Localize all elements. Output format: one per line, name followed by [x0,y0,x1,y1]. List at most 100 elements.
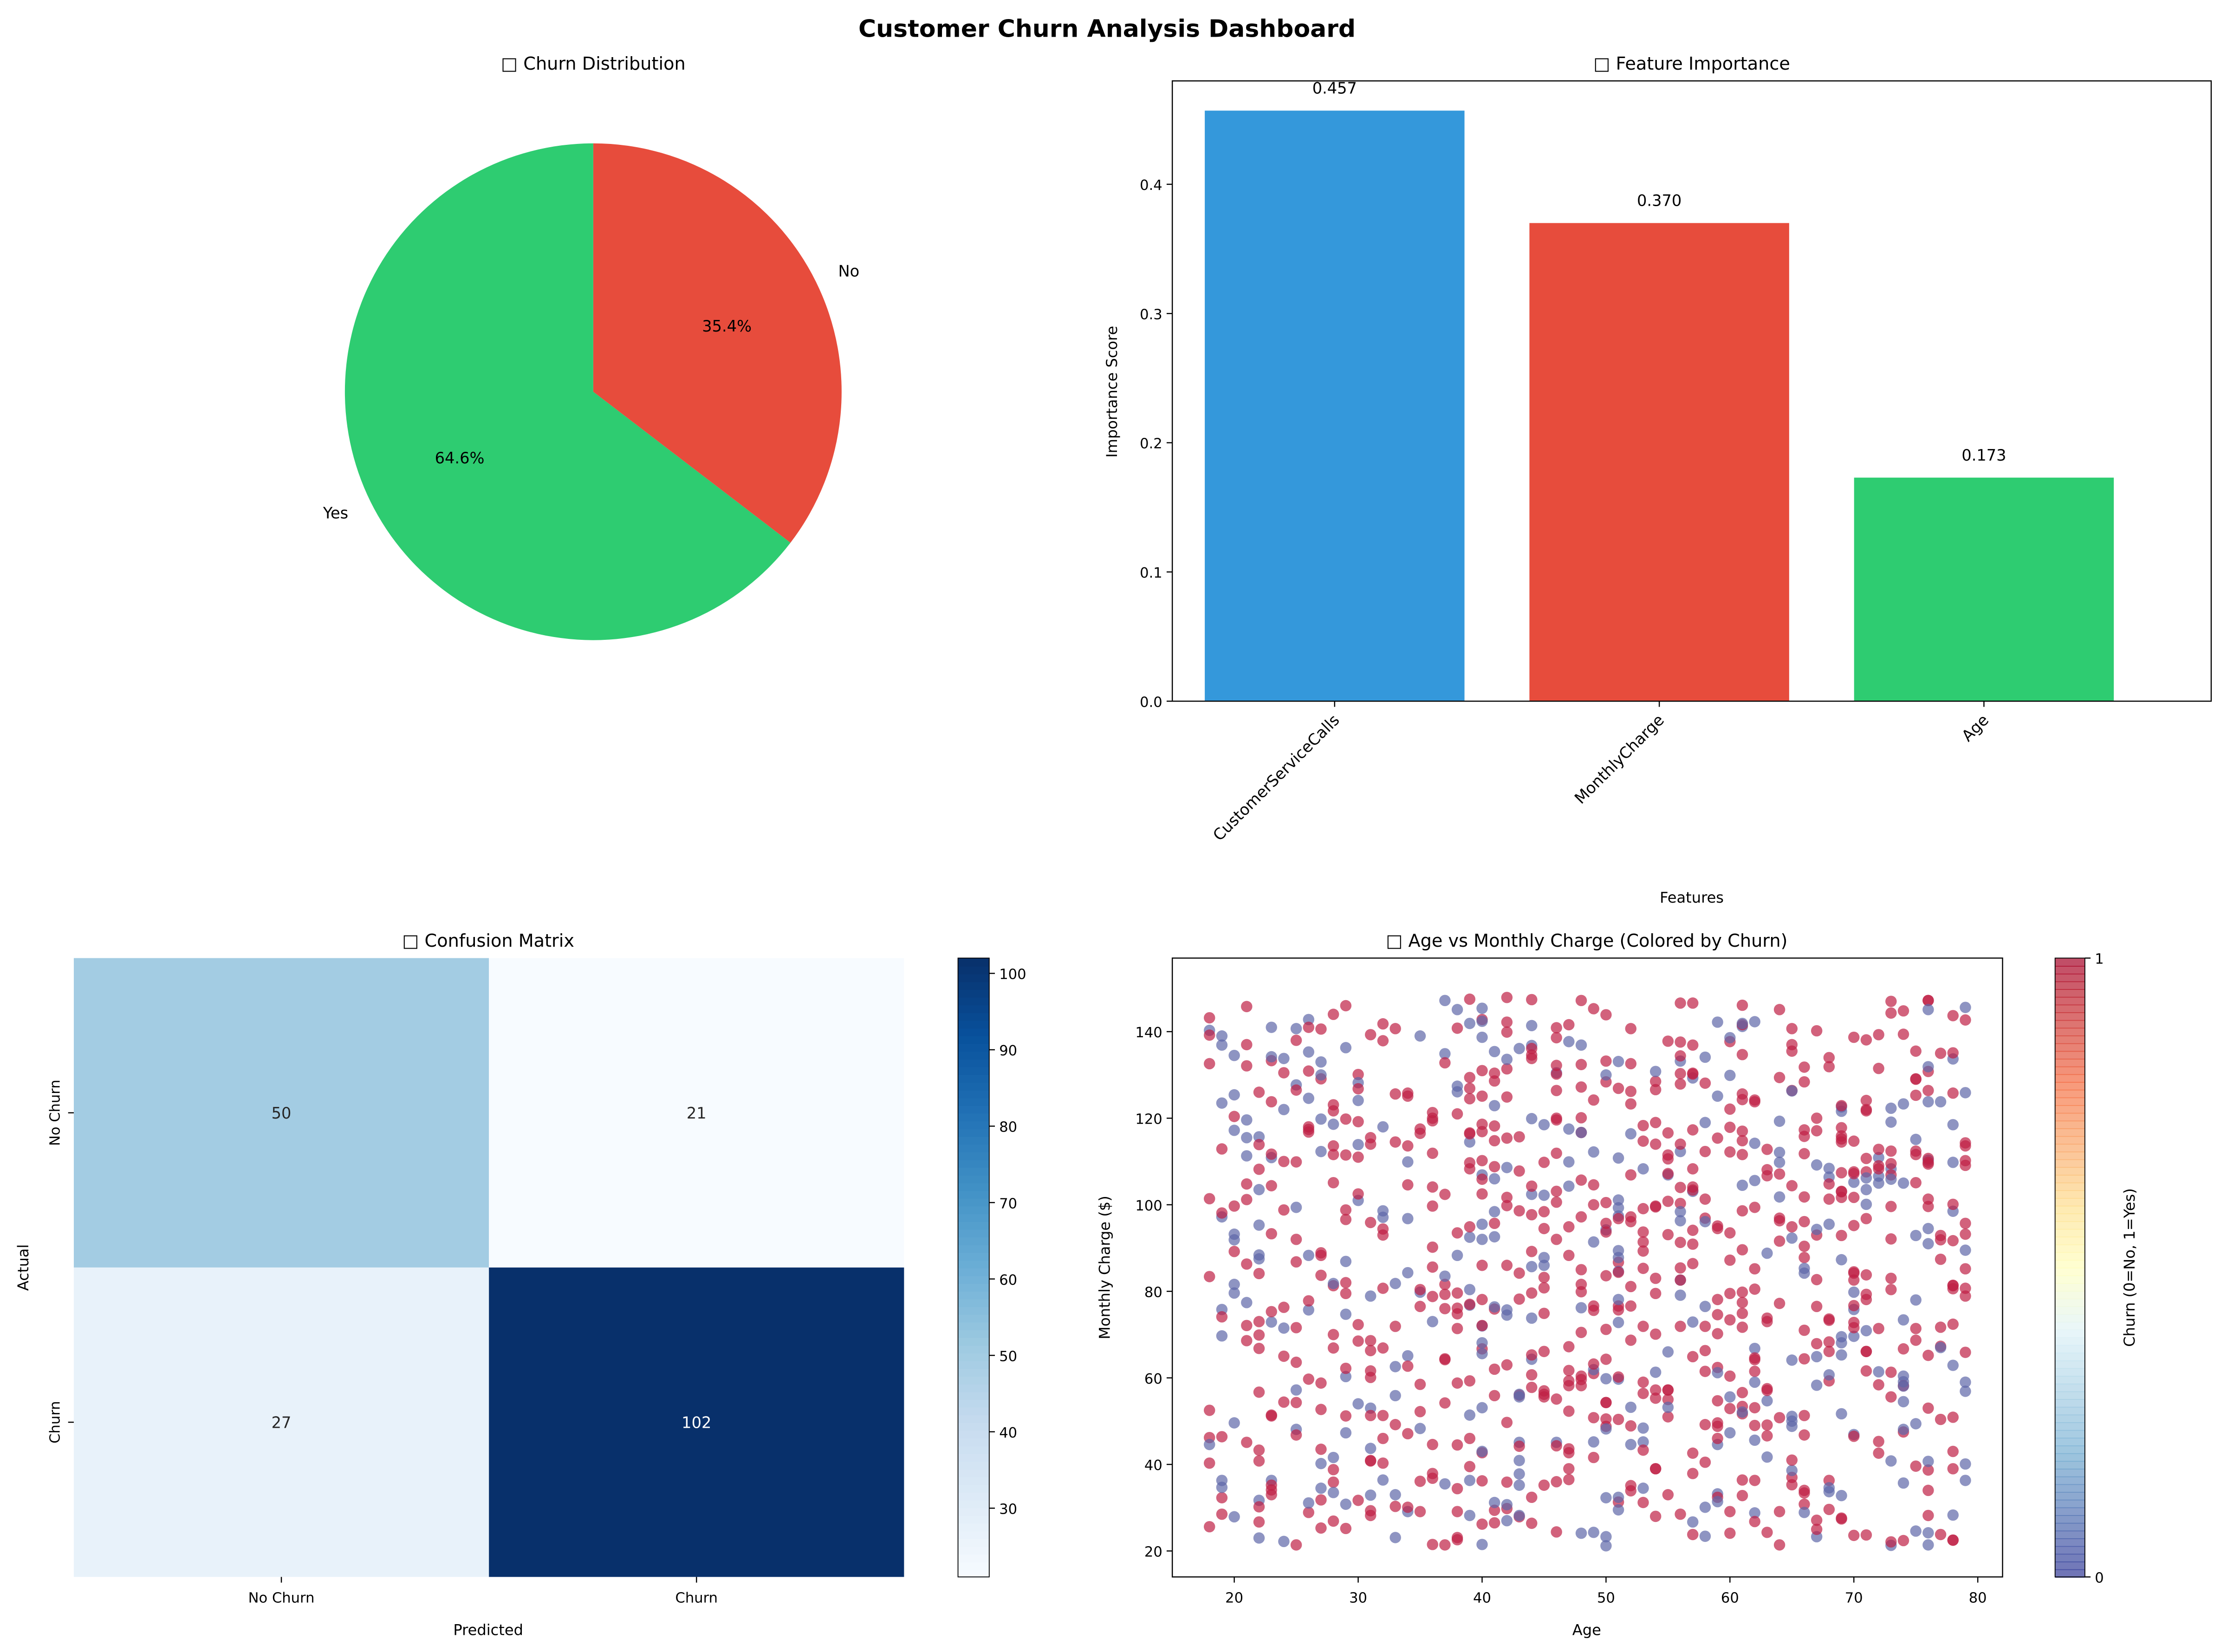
no-churn-point [1389,1278,1401,1289]
churn-point [1464,1461,1476,1472]
colorbar-segment [958,1020,989,1029]
churn-point [1960,1155,1971,1166]
colorbar-segment [2055,1368,2085,1377]
colorbar-segment [958,1469,989,1477]
no-churn-point [1290,1023,1302,1034]
churn-point [1464,1163,1476,1175]
churn-point [1526,1517,1538,1529]
colorbar-segment [2055,1414,2085,1423]
churn-point [1290,1234,1302,1245]
churn-point [1290,1034,1302,1046]
churn-point [1414,1406,1426,1418]
churn-point [1811,1338,1823,1350]
no-churn-point [1290,1384,1302,1396]
churn-point [1761,1385,1773,1396]
churn-point [1216,1492,1228,1503]
churn-point [1377,1035,1389,1047]
churn-point [1253,1329,1265,1341]
churn-point [1563,1221,1575,1233]
no-churn-point [1228,1287,1240,1299]
churn-point [1922,1484,1934,1496]
churn-point [1451,1287,1463,1299]
no-churn-point [1402,1156,1414,1168]
no-churn-point [1649,1066,1662,1077]
colorbar-segment [2055,1406,2085,1416]
colorbar-segment [958,1275,989,1284]
colorbar-segment [958,973,989,982]
churn-point [1699,1345,1711,1357]
colorbar-frame [957,957,990,1578]
no-churn-point [1922,1238,1934,1249]
bar-monthlycharge [1529,223,1789,702]
colorbar-segment [958,1353,989,1361]
churn-point [1204,1193,1215,1204]
churn-point [1687,1068,1699,1080]
churn-point [1885,1284,1897,1295]
no-churn-point [1427,1316,1438,1327]
colorbar-segment [2055,1028,2085,1036]
no-churn-point [1464,1475,1476,1486]
churn-point [1365,1138,1376,1150]
colorbar-tick-label: 70 [999,1196,1017,1212]
churn-point [1675,1138,1686,1150]
y-tick-label: 0.4 [1140,177,1162,194]
colorbar-segment [2055,1112,2085,1122]
no-churn-point [1389,1390,1401,1402]
no-churn-point [1724,1391,1736,1403]
churn-point [1327,1177,1339,1189]
colorbar-segment [958,1159,989,1168]
colorbar-segment [958,996,989,1006]
churn-point [1551,1185,1562,1197]
churn-point [1439,1354,1451,1366]
churn-point [1526,1491,1538,1503]
colorbar-segment [958,1043,989,1052]
no-churn-point [1637,1483,1649,1494]
churn-point [1538,1282,1550,1294]
no-churn-point [1278,1322,1290,1334]
no-churn-point [1960,1385,1971,1397]
colorbar-segment [958,1337,989,1346]
churn-point [1699,1320,1711,1332]
churn-point [1736,1205,1748,1217]
colorbar-segment [958,1252,989,1261]
churn-point [1451,1022,1463,1034]
churn-point [1501,1016,1513,1028]
churn-point [1687,1163,1699,1175]
churn-point [1303,1065,1315,1077]
churn-point [1910,1334,1922,1346]
no-churn-point [1588,1146,1599,1158]
colorbar-segment [2055,1205,2085,1215]
colorbar-segment [2055,958,2085,967]
churn-point [1476,1294,1488,1306]
churn-point [1402,1140,1414,1152]
colorbar-segment [2055,966,2085,975]
no-churn-point [1600,1373,1612,1385]
colorbar-segment [2055,1229,2085,1238]
churn-point [1848,1031,1860,1043]
no-churn-point [1501,1515,1513,1527]
colorbar-segment [2055,1391,2085,1400]
churn-point [1352,1083,1364,1095]
churn-point [1897,1343,1909,1355]
colorbar-segment [958,1236,989,1245]
churn-point [1910,1177,1922,1189]
churn-point [1389,1136,1401,1148]
churn-point [1538,1479,1550,1491]
colorbar-segment [958,1028,989,1036]
churn-point [1935,1047,1947,1059]
no-churn-point [1612,1056,1624,1067]
colorbar-segment [2055,1569,2085,1578]
churn-point [1563,1249,1575,1262]
churn-point [1340,1410,1352,1422]
colorbar-segment [958,1360,989,1369]
churn-point [1538,1346,1550,1357]
colorbar-segment [2055,1059,2085,1067]
churn-point [1414,1127,1426,1139]
churn-point [1675,1078,1686,1090]
colorbar-segment [2055,1159,2085,1168]
heatmap-title: □ Confusion Matrix [402,931,574,951]
churn-point [1228,1111,1240,1122]
colorbar-segment [958,1213,989,1222]
heatmap-y-axis-label: Actual [14,1244,32,1291]
